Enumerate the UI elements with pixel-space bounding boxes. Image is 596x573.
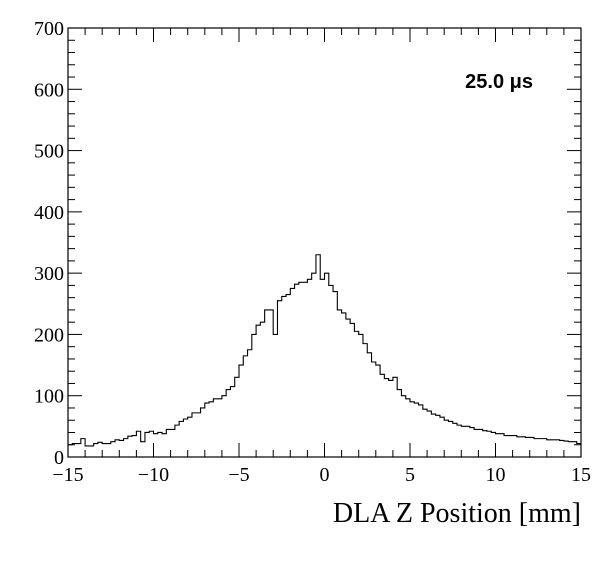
y-tick-label: 500 (34, 141, 64, 163)
y-tick-label: 100 (34, 386, 64, 408)
x-tick-label: −10 (138, 464, 169, 486)
axes (67, 27, 582, 458)
x-axis-title: DLA Z Position [mm] (333, 498, 581, 529)
y-tick-label: 300 (34, 263, 64, 285)
y-tick-label: 400 (34, 202, 64, 224)
time-annotation: 25.0 μs (465, 71, 533, 93)
y-tick-label: 700 (34, 18, 64, 40)
x-tick-label: −15 (52, 464, 83, 486)
x-tick-label: −5 (228, 464, 249, 486)
tick-labels: −15 −10 −5 0 5 10 15 0 100 200 300 400 500 600 700 (34, 18, 591, 486)
x-tick-label: 15 (571, 464, 591, 486)
x-tick-label: 5 (405, 464, 415, 486)
x-tick-label: 10 (486, 464, 506, 486)
histogram-series (68, 254, 581, 447)
y-tick-label: 0 (54, 447, 64, 469)
y-tick-label: 600 (34, 79, 64, 101)
histogram-step-line (68, 254, 581, 447)
y-tick-label: 200 (34, 324, 64, 346)
x-tick-label: 0 (320, 464, 330, 486)
